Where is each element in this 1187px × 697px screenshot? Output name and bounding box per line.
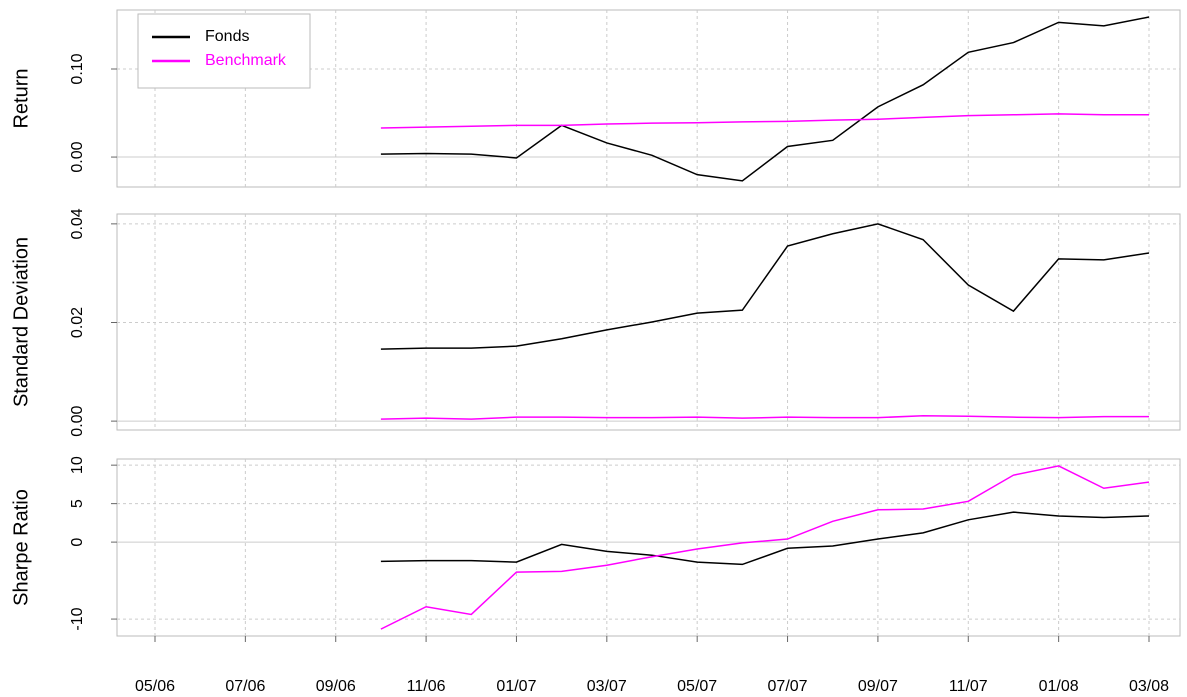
y-tick-label: 10 xyxy=(69,456,86,474)
x-tick-label: 03/08 xyxy=(1129,678,1169,695)
y-tick-label: 5 xyxy=(69,499,86,508)
series-line xyxy=(380,414,1149,420)
x-tick-label: 07/07 xyxy=(768,678,808,695)
y-axis-label: Sharpe Ratio xyxy=(10,489,32,606)
y-tick-label: 0.04 xyxy=(69,208,86,239)
y-tick-label: 0 xyxy=(69,538,86,547)
y-tick-label: 0.00 xyxy=(69,141,86,172)
legend: Fonds Benchmark xyxy=(137,13,311,89)
y-tick-label: 0.00 xyxy=(69,405,86,436)
plot-frame xyxy=(116,458,1181,637)
x-tick-label: 07/06 xyxy=(225,678,265,695)
series-line xyxy=(380,465,1150,630)
x-tick-label: 05/06 xyxy=(135,678,175,695)
plot-frame xyxy=(116,9,1181,188)
legend-label: Benchmark xyxy=(205,52,287,69)
x-tick-label: 09/06 xyxy=(316,678,356,695)
series-line xyxy=(380,16,1150,182)
x-tick-label: 01/07 xyxy=(496,678,536,695)
y-tick-label: -10 xyxy=(69,607,86,630)
legend-label: Fonds xyxy=(205,28,249,45)
x-tick-label: 09/07 xyxy=(858,678,898,695)
legend-box xyxy=(137,13,311,89)
x-tick-label: 11/07 xyxy=(949,678,988,695)
x-tick-label: 01/08 xyxy=(1039,678,1079,695)
x-tick-label: 11/06 xyxy=(407,678,446,695)
y-axis-label: Standard Deviation xyxy=(10,237,32,407)
x-tick-label: 05/07 xyxy=(677,678,717,695)
x-tick-label: 03/07 xyxy=(587,678,627,695)
y-tick-label: 0.10 xyxy=(69,53,86,84)
y-axis-label: Return xyxy=(10,68,32,128)
series-line xyxy=(380,223,1150,350)
series-line xyxy=(380,511,1150,566)
series-line xyxy=(380,113,1149,129)
y-tick-label: 0.02 xyxy=(69,307,86,338)
